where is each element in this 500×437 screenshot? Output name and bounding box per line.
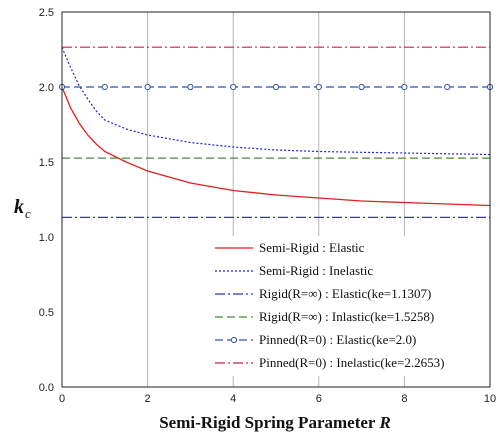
legend-box [209,236,485,376]
x-axis-title-variable: R [378,413,390,432]
series-layer [58,46,494,218]
legend-label: Rigid(R=∞) : Elastic(ke=1.1307) [259,286,431,301]
series-point [315,83,322,91]
y-tick-label: 0.0 [39,382,54,394]
x-tick-label: 6 [316,393,322,405]
series-point [144,83,151,91]
series-point [401,83,408,91]
y-tick-label: 2.0 [39,82,54,94]
y-tick-label: 2.5 [39,7,54,19]
series-point [187,83,194,91]
series-point [272,83,280,91]
y-axis-title-main: k [14,196,24,218]
series-point [101,83,108,91]
x-tick-label: 4 [230,393,236,405]
legend: Semi-Rigid : Elastic Semi-Rigid : Inelast… [209,236,485,376]
legend-label: Semi-Rigid : Inelastic [259,263,373,278]
legend-label: Pinned(R=0) : Elastic(ke=2.0) [259,332,416,347]
series-line-2 [61,47,491,156]
legend-label: Pinned(R=0) : Inelastic(ke=2.2653) [259,355,444,370]
y-tick-label: 1.5 [39,157,54,169]
y-axis-title-subscript: c [25,206,31,221]
y-tick-label: 1.0 [39,232,54,244]
series-line-1 [61,86,491,207]
y-tick-label: 0.5 [39,307,54,319]
x-tick-label: 8 [401,393,407,405]
x-tick-label: 0 [59,393,65,405]
plot-frame [61,11,491,388]
x-tick-label: 10 [484,393,496,405]
x-axis-title-main: Semi-Rigid Spring Parameter [159,413,376,432]
y-tick-labels: 0.0 0.5 1.0 1.5 2.0 2.5 [39,7,54,394]
series-point [444,83,451,91]
legend-label: Semi-Rigid : Elastic [259,240,365,255]
x-tick-label: 2 [145,393,151,405]
x-axis-title: Semi-Rigid Spring Parameter R [159,413,391,432]
legend-marker [230,336,238,344]
x-tick-labels: 0 2 4 6 8 10 [59,393,496,405]
series-point [230,83,237,91]
legend-label: Rigid(R=∞) : Inlastic(ke=1.5258) [259,309,434,324]
series-point [358,83,365,91]
y-axis-title: k c [14,196,31,221]
